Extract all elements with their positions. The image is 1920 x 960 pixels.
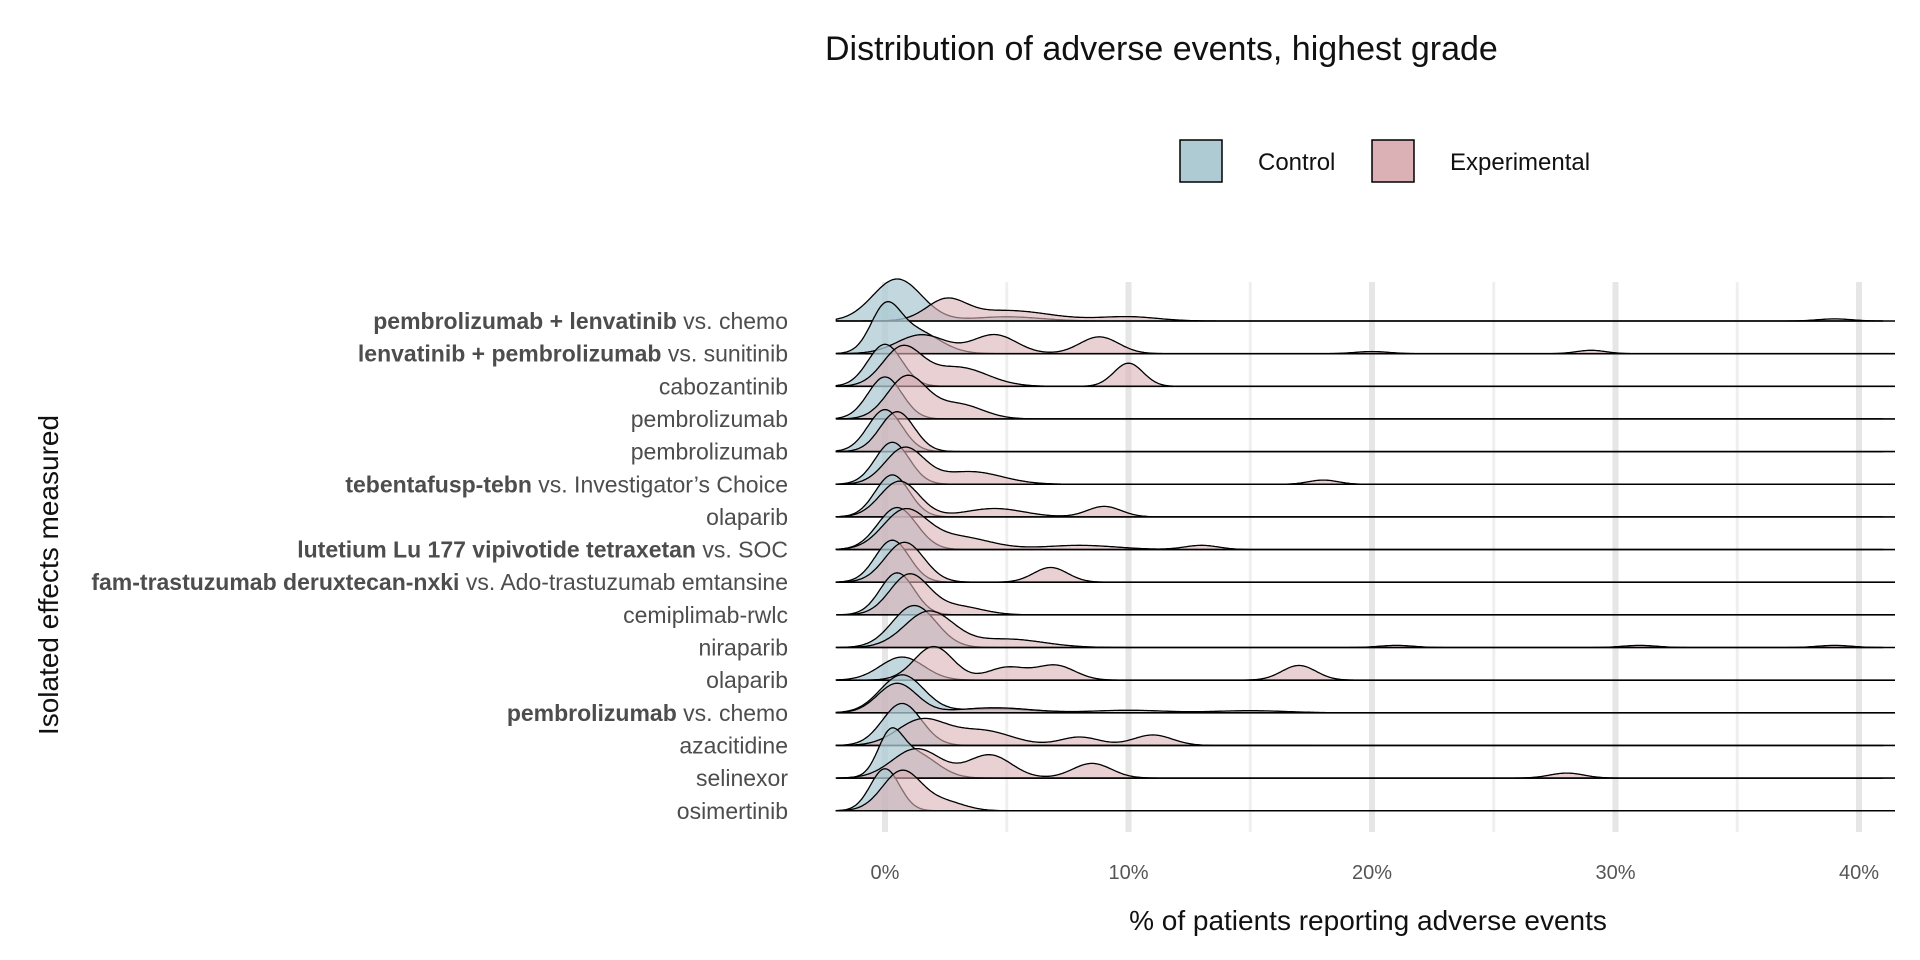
experimental-density — [836, 297, 1884, 322]
row-label: lutetium Lu 177 vipivotide tetraxetan vs… — [297, 537, 788, 563]
row-label: pembrolizumab + lenvatinib vs. chemo — [373, 308, 788, 334]
chart-title: Distribution of adverse events, highest … — [825, 30, 1498, 68]
experimental-density — [836, 333, 1884, 355]
experimental-density — [836, 645, 1884, 681]
row-label: pembrolizumab vs. chemo — [507, 700, 788, 726]
row-label: osimertinib — [677, 798, 788, 824]
legend-label-experimental: Experimental — [1450, 149, 1590, 176]
ridges — [835, 278, 1895, 812]
row-label: azacitidine — [679, 732, 788, 758]
control-density — [836, 572, 1884, 616]
row-label: selinexor — [696, 765, 788, 791]
row-label: cabozantinib — [659, 373, 788, 399]
ridge-row — [835, 474, 1895, 518]
grid — [882, 282, 1862, 832]
row-label: fam-trastuzumab deruxtecan-nxki vs. Ado-… — [91, 569, 788, 595]
row-labels: pembrolizumab + lenvatinib vs. chemo lenv… — [91, 308, 788, 824]
experimental-density — [835, 446, 1884, 485]
legend-swatch-experimental — [1371, 139, 1415, 183]
ridge-row — [835, 539, 1895, 584]
ridge-row — [835, 702, 1895, 747]
x-tick-labels: 0% 10% 20% 30% 40% — [871, 862, 1880, 884]
ridge-row — [835, 301, 1895, 355]
experimental-density — [835, 480, 1884, 518]
y-axis-title: Isolated effects measured — [33, 415, 64, 735]
ridge-row — [835, 278, 1895, 322]
row-label: tebentafusp-tebn vs. Investigator’s Choi… — [345, 471, 788, 497]
ridge-row — [835, 374, 1895, 420]
x-tick-label: 30% — [1595, 862, 1635, 884]
row-label: pembrolizumab — [631, 406, 788, 432]
row-label: olaparib — [706, 667, 788, 693]
x-tick-label: 0% — [871, 862, 900, 884]
x-tick-label: 20% — [1352, 862, 1392, 884]
experimental-density — [836, 573, 1884, 616]
ridge-row — [836, 572, 1895, 616]
legend-swatch-control — [1179, 139, 1223, 183]
experimental-density — [835, 747, 1884, 779]
ridge-row — [835, 604, 1895, 649]
ridge-row — [835, 768, 1895, 812]
row-label: olaparib — [706, 504, 788, 530]
ridge-row — [835, 441, 1895, 486]
row-label: niraparib — [699, 635, 789, 661]
legend-label-control: Control — [1258, 149, 1335, 176]
ridge-row — [835, 674, 1895, 714]
experimental-density — [836, 610, 1884, 649]
x-tick-label: 40% — [1839, 862, 1879, 884]
ridge-row — [835, 506, 1895, 551]
experimental-density — [835, 682, 1884, 714]
ridge-row — [835, 343, 1895, 388]
row-label: pembrolizumab — [631, 439, 788, 465]
legend: Control Experimental — [1179, 139, 1590, 183]
experimental-density — [835, 717, 1884, 747]
ridge-row — [835, 408, 1895, 453]
ridge-row — [835, 727, 1895, 779]
row-label: cemiplimab-rwlc — [623, 602, 788, 628]
x-axis-title: % of patients reporting adverse events — [1129, 905, 1607, 936]
ridge-row — [835, 645, 1895, 681]
x-tick-label: 10% — [1108, 862, 1148, 884]
row-label: lenvatinib + pembrolizumab vs. sunitinib — [358, 341, 788, 367]
